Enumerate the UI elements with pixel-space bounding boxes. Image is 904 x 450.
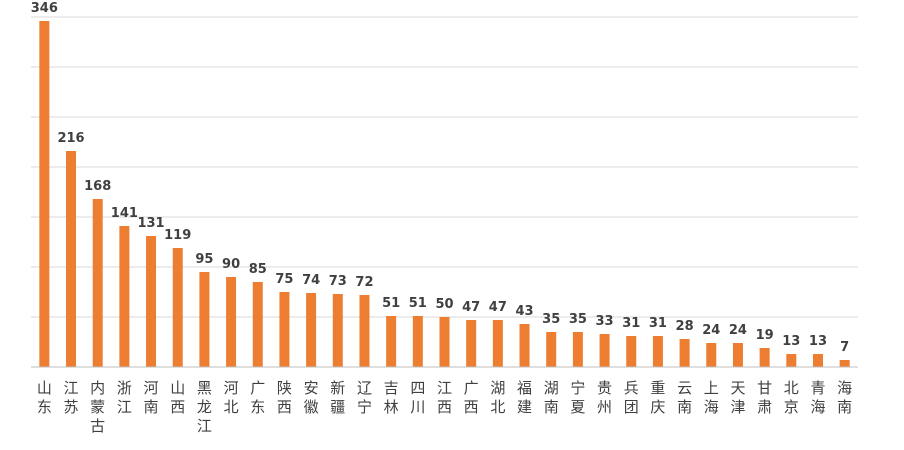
category-label-2: 内蒙古	[90, 379, 105, 435]
bar-11	[332, 294, 343, 367]
value-label-13: 51	[382, 296, 400, 311]
category-label-9: 陕西	[277, 379, 292, 416]
value-label-27: 19	[756, 328, 774, 343]
category-label-13: 吉林	[384, 379, 399, 416]
category-label-4: 河南	[144, 379, 159, 416]
value-label-8: 85	[249, 262, 267, 277]
value-label-28: 13	[782, 334, 800, 349]
category-label-21: 贵州	[597, 379, 612, 416]
value-label-12: 72	[355, 275, 373, 290]
category-label-7: 河北	[224, 379, 239, 416]
bar-29	[812, 354, 823, 367]
bar-0	[39, 21, 50, 367]
value-label-21: 33	[596, 314, 614, 329]
value-label-3: 141	[111, 206, 138, 221]
value-label-25: 24	[702, 323, 720, 338]
category-label-27: 甘肃	[757, 379, 772, 416]
bar-1	[66, 151, 77, 367]
category-label-6: 黑龙江	[197, 379, 212, 435]
value-label-1: 216	[57, 131, 84, 146]
value-label-16: 47	[462, 300, 480, 315]
category-label-14: 四川	[410, 379, 425, 416]
value-label-30: 7	[840, 340, 849, 355]
category-label-30: 海南	[837, 379, 852, 416]
value-label-2: 168	[84, 179, 111, 194]
bar-3	[119, 226, 130, 367]
value-label-9: 75	[275, 272, 293, 287]
bar-7	[226, 277, 237, 367]
bar-18	[519, 324, 530, 367]
category-label-5: 山西	[170, 379, 185, 416]
value-label-18: 43	[515, 304, 533, 319]
bar-8	[252, 282, 263, 367]
bar-28	[786, 354, 797, 367]
bar-2	[92, 199, 103, 367]
value-label-17: 47	[489, 300, 507, 315]
value-label-6: 95	[195, 252, 213, 267]
category-label-23: 重庆	[650, 379, 665, 416]
bar-13	[386, 316, 397, 367]
bar-19	[546, 332, 557, 367]
category-label-17: 湖北	[490, 379, 505, 416]
category-label-29: 青海	[810, 379, 825, 416]
value-label-0: 346	[31, 1, 58, 16]
value-label-22: 31	[622, 316, 640, 331]
bar-22	[626, 336, 637, 367]
category-labels: 山东江苏内蒙古浙江河南山西黑龙江河北广东陕西安徽新疆辽宁吉林四川江西广西湖北福建…	[37, 379, 852, 435]
value-label-7: 90	[222, 257, 240, 272]
value-label-23: 31	[649, 316, 667, 331]
category-label-28: 北京	[784, 379, 799, 416]
value-label-19: 35	[542, 312, 560, 327]
category-label-11: 新疆	[330, 379, 345, 416]
value-label-11: 73	[329, 274, 347, 289]
bar-30	[839, 360, 850, 367]
bar-5	[172, 248, 183, 367]
category-label-19: 湖南	[544, 379, 559, 416]
value-label-15: 50	[435, 297, 453, 312]
bar-6	[199, 272, 210, 367]
category-label-10: 安徽	[304, 379, 319, 416]
bar-4	[146, 236, 157, 367]
category-label-18: 福建	[517, 379, 532, 416]
bar-23	[652, 336, 663, 367]
bar-12	[359, 295, 370, 367]
bar-20	[572, 332, 583, 367]
category-label-24: 云南	[677, 379, 692, 416]
bar-15	[439, 317, 450, 367]
gridlines	[31, 16, 858, 318]
category-label-15: 江西	[437, 379, 452, 416]
category-label-3: 浙江	[117, 379, 132, 416]
value-label-24: 28	[676, 319, 694, 334]
bar-14	[412, 316, 423, 367]
category-label-22: 兵团	[624, 379, 639, 416]
bars	[39, 21, 850, 367]
category-label-8: 广东	[250, 379, 265, 416]
bar-26	[732, 343, 743, 367]
value-label-20: 35	[569, 312, 587, 327]
value-label-4: 131	[137, 216, 164, 231]
bar-24	[679, 339, 690, 367]
category-label-12: 辽宁	[357, 379, 372, 416]
bar-21	[599, 334, 610, 367]
value-label-29: 13	[809, 334, 827, 349]
bar-25	[706, 343, 717, 367]
category-label-0: 山东	[37, 379, 52, 416]
value-label-5: 119	[164, 228, 191, 243]
bar-9	[279, 292, 290, 367]
bar-27	[759, 348, 770, 367]
value-label-14: 51	[409, 296, 427, 311]
category-label-20: 宁夏	[570, 379, 585, 416]
category-label-1: 江苏	[64, 379, 79, 416]
bar-10	[306, 293, 317, 367]
value-label-26: 24	[729, 323, 747, 338]
category-label-16: 广西	[464, 379, 479, 416]
bar-17	[492, 320, 503, 367]
category-label-25: 上海	[704, 379, 719, 416]
bar-16	[466, 320, 477, 367]
category-label-26: 天津	[730, 379, 745, 416]
value-label-10: 74	[302, 273, 320, 288]
